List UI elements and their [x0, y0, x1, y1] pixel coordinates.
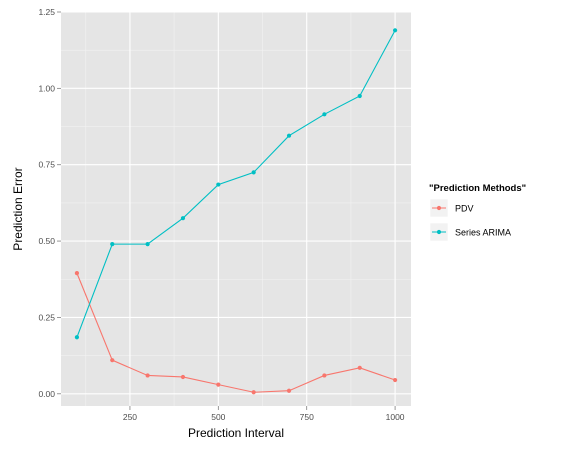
legend-key-point-series-arima [436, 229, 442, 235]
x-tick-label: 750 [300, 412, 314, 422]
legend-label-series-arima: Series ARIMA [455, 228, 511, 238]
data-point-pdv [216, 382, 221, 387]
y-axis-title: Prediction Error [11, 167, 25, 250]
y-tick-label: 1.25 [38, 7, 55, 17]
x-tick-label: 250 [123, 412, 137, 422]
y-tick-label: 1.00 [38, 83, 55, 93]
x-axis-title: Prediction Interval [188, 426, 284, 440]
y-tick-label: 0.25 [38, 312, 55, 322]
legend-label-pdv: PDV [455, 204, 474, 214]
grid-minor [61, 12, 411, 406]
data-point-pdv [322, 373, 327, 378]
x-axis: 250 500 750 1000 [123, 406, 405, 422]
x-tick-label: 500 [211, 412, 225, 422]
data-point-series-arima [110, 242, 115, 247]
data-point-pdv [110, 358, 115, 363]
data-point-series-arima [180, 216, 186, 221]
data-point-series-arima [145, 242, 150, 247]
y-tick-label: 0.50 [38, 236, 55, 246]
data-point-series-arima [286, 133, 292, 138]
series-line-pdv [76, 272, 396, 393]
y-axis: 0.00 0.25 0.50 0.75 1.00 1.25 [38, 7, 61, 399]
data-point-pdv [357, 365, 362, 370]
data-point-pdv [180, 374, 186, 380]
data-point-series-arima [322, 112, 327, 117]
data-point-pdv [74, 271, 80, 276]
series-line-series-arima [76, 30, 396, 338]
grid-major [61, 11, 411, 406]
data-point-series-arima [216, 182, 221, 187]
data-point-pdv [251, 390, 256, 395]
y-tick-label: 0.00 [38, 389, 55, 399]
series-layer [74, 28, 398, 395]
data-point-pdv [145, 373, 150, 378]
data-point-series-arima [357, 93, 362, 99]
data-point-pdv [392, 377, 398, 383]
x-tick-label: 1000 [386, 412, 405, 422]
y-tick-label: 0.75 [38, 160, 55, 170]
legend-title: "Prediction Methods" [429, 183, 526, 194]
legend-key-point-pdv [436, 205, 442, 211]
data-point-series-arima [74, 335, 80, 340]
data-point-pdv [286, 388, 292, 393]
data-point-series-arima [392, 28, 398, 33]
plot-panel [61, 12, 411, 406]
legend: "Prediction Methods" PDV Series ARIMA [429, 183, 526, 242]
data-point-series-arima [251, 170, 256, 175]
